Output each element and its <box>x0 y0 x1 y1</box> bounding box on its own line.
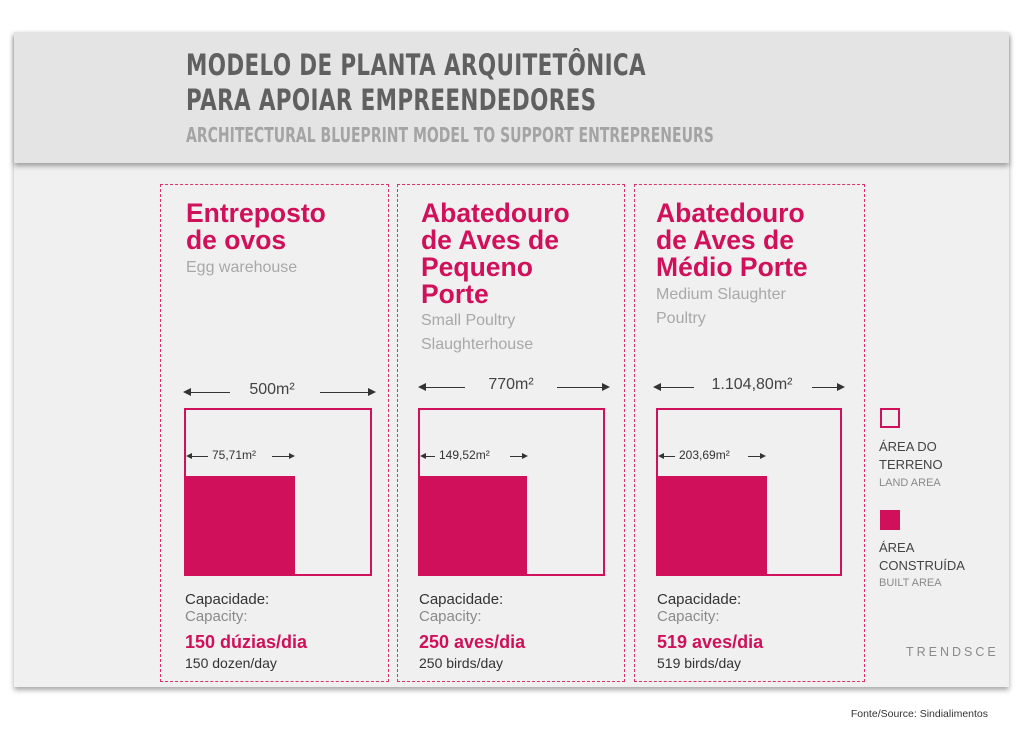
built-area-label: 75,71m² <box>212 448 257 462</box>
capacity-label-pt: Capacidade: <box>185 591 270 608</box>
trendsce-logo: TRENDSCE <box>906 645 999 659</box>
arrowhead-left-icon <box>183 388 191 396</box>
legend-text: TERRENO <box>879 457 943 472</box>
column-subtitle: Small Poultry Slaughterhouse <box>421 309 533 357</box>
title-line: Pequeno <box>421 252 533 282</box>
title-line-1: MODELO DE PLANTA ARQUITETÔNICA <box>186 48 647 82</box>
built-area-box <box>418 476 527 576</box>
arrowhead-right-icon <box>837 383 845 391</box>
built-arrow-right <box>272 456 290 457</box>
legend-text: CONSTRUÍDA <box>879 558 965 573</box>
legend-text: ÁREA DO <box>879 439 937 454</box>
capacity-english: 150 dozen/day <box>185 655 277 671</box>
subtitle-line: Slaughterhouse <box>421 336 534 353</box>
arrowhead-right-icon <box>602 383 610 391</box>
subtitle-line: Poultry <box>656 310 706 327</box>
arrowhead-left-icon <box>658 453 664 459</box>
legend-land-pt: ÁREA DO TERRENO <box>879 438 943 474</box>
arrowhead-left-icon <box>418 383 426 391</box>
column-subtitle: Medium Slaughter Poultry <box>656 283 786 331</box>
land-area-label: 770m² <box>488 376 534 393</box>
built-area-box <box>184 476 295 576</box>
legend-built-en: BUILT AREA <box>879 577 942 589</box>
built-area-box <box>656 476 767 576</box>
capacity-value: 519 aves/dia <box>657 632 764 652</box>
page-subtitle: ARCHITECTURAL BLUEPRINT MODEL TO SUPPORT… <box>186 123 714 147</box>
land-area-legend-swatch <box>880 408 900 428</box>
capacity-label-en: Capacity: <box>185 608 248 625</box>
built-arrow-left <box>188 456 208 457</box>
capacity-label-en: Capacity: <box>657 608 720 625</box>
title-line: de ovos <box>186 225 287 255</box>
column-title: Entreposto de ovos <box>186 200 326 254</box>
land-arrow-right <box>557 387 603 388</box>
land-arrow-right <box>812 387 838 388</box>
arrowhead-right-icon <box>289 453 295 459</box>
legend-land-en: LAND AREA <box>879 477 941 489</box>
page-title: MODELO DE PLANTA ARQUITETÔNICA PARA APOI… <box>186 48 646 118</box>
column-title: Abatedouro de Aves de Pequeno Porte <box>421 200 570 308</box>
built-area-legend-swatch <box>880 510 900 530</box>
arrowhead-right-icon <box>522 453 528 459</box>
title-line: Médio Porte <box>656 252 808 282</box>
column-subtitle: Egg warehouse <box>186 256 297 280</box>
arrowhead-left-icon <box>420 453 426 459</box>
land-arrow-left <box>421 387 465 388</box>
built-arrow-right <box>748 456 762 457</box>
title-line: de Aves de <box>421 225 559 255</box>
built-arrow-left <box>423 456 435 457</box>
capacity-english: 519 birds/day <box>657 655 742 671</box>
built-area-label: 149,52m² <box>439 448 490 462</box>
column-medium-poultry <box>634 184 865 682</box>
land-area-label: 500m² <box>249 381 295 398</box>
title-line-2: PARA APOIAR EMPREENDEDORES <box>186 83 597 117</box>
capacity-value: 250 aves/dia <box>419 632 526 652</box>
capacity-english: 250 birds/day <box>419 655 504 671</box>
arrowhead-right-icon <box>760 453 766 459</box>
arrowhead-left-icon <box>653 383 661 391</box>
title-line: Abatedouro <box>656 198 805 228</box>
built-arrow-right <box>510 456 524 457</box>
subtitle-line: Egg warehouse <box>186 259 298 276</box>
title-line: de Aves de <box>656 225 794 255</box>
capacity-label-pt: Capacidade: <box>657 591 742 608</box>
subtitle-line: Medium Slaughter <box>656 286 786 303</box>
source-credit: Fonte/Source: Sindialimentos <box>850 708 988 720</box>
subtitle-line: Small Poultry <box>421 312 516 329</box>
capacity-label-en: Capacity: <box>419 608 482 625</box>
column-egg-warehouse <box>160 184 389 682</box>
built-arrow-left <box>661 456 675 457</box>
title-line: Entreposto <box>186 198 326 228</box>
arrowhead-left-icon <box>186 453 192 459</box>
legend-text: ÁREA <box>879 540 915 555</box>
header-banner <box>14 32 1009 163</box>
land-arrow-left <box>656 387 694 388</box>
legend-built-pt: ÁREA CONSTRUÍDA <box>879 539 965 575</box>
built-area-label: 203,69m² <box>679 448 730 462</box>
column-title: Abatedouro de Aves de Médio Porte <box>656 200 808 281</box>
capacity-label-pt: Capacidade: <box>419 591 504 608</box>
land-arrow-right <box>320 392 368 393</box>
arrowhead-right-icon <box>368 388 376 396</box>
title-line: Abatedouro <box>421 198 570 228</box>
title-line: Porte <box>421 279 489 309</box>
land-arrow-left <box>186 392 230 393</box>
land-area-label: 1.104,80m² <box>711 376 793 393</box>
column-small-poultry <box>397 184 625 682</box>
capacity-value: 150 dúzias/dia <box>185 632 308 652</box>
